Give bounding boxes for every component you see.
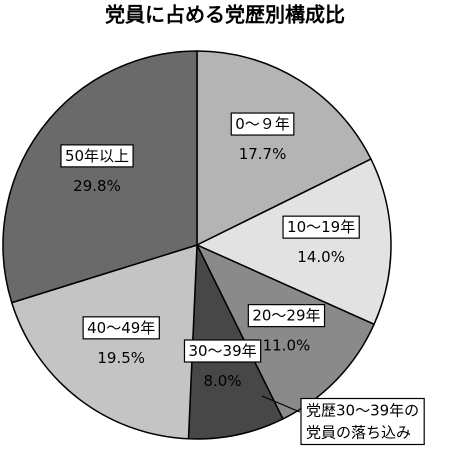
label-box — [60, 144, 134, 168]
category-label: 20～29年 — [252, 307, 320, 325]
pie-slice — [195, 243, 376, 420]
label-box — [82, 316, 160, 340]
annotation-leader — [261, 395, 301, 413]
category-label: 40～49年 — [87, 319, 155, 337]
annotation-text: 党歴30～39年の — [306, 402, 419, 420]
value-label: 19.5% — [97, 349, 145, 367]
value-label: 14.0% — [297, 248, 345, 266]
category-label: 10～19年 — [287, 218, 355, 236]
label-box — [282, 215, 360, 239]
category-label: 0～９年 — [235, 115, 290, 133]
category-label: 50年以上 — [65, 147, 129, 165]
pie-slice — [195, 158, 392, 326]
pie-slice — [10, 243, 198, 440]
pie-slice — [196, 50, 372, 247]
annotation-text: 党員の落ち込み — [306, 424, 411, 442]
label-box — [183, 339, 262, 363]
chart-title: 党員に占める党歴別構成比 — [105, 3, 345, 27]
label-box — [230, 112, 295, 136]
pie-slice — [2, 50, 198, 304]
value-label: 11.0% — [263, 337, 311, 355]
label-box — [247, 304, 326, 328]
category-label: 30～39年 — [188, 342, 256, 360]
annotation-box — [300, 397, 425, 446]
value-label: 29.8% — [73, 177, 121, 195]
value-label: 17.7% — [239, 145, 287, 163]
value-label: 8.0% — [204, 372, 242, 390]
